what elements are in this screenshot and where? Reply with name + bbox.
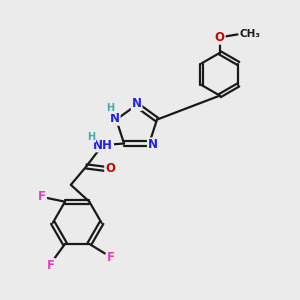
Text: N: N bbox=[110, 112, 120, 125]
Text: N: N bbox=[132, 97, 142, 110]
Text: F: F bbox=[38, 190, 46, 203]
Text: O: O bbox=[215, 31, 225, 44]
Text: O: O bbox=[105, 162, 115, 175]
Text: H: H bbox=[106, 103, 114, 113]
Text: F: F bbox=[107, 250, 115, 263]
Text: F: F bbox=[47, 259, 55, 272]
Text: CH₃: CH₃ bbox=[239, 29, 260, 39]
Text: N: N bbox=[148, 138, 158, 151]
Text: H: H bbox=[87, 132, 95, 142]
Text: NH: NH bbox=[93, 139, 113, 152]
